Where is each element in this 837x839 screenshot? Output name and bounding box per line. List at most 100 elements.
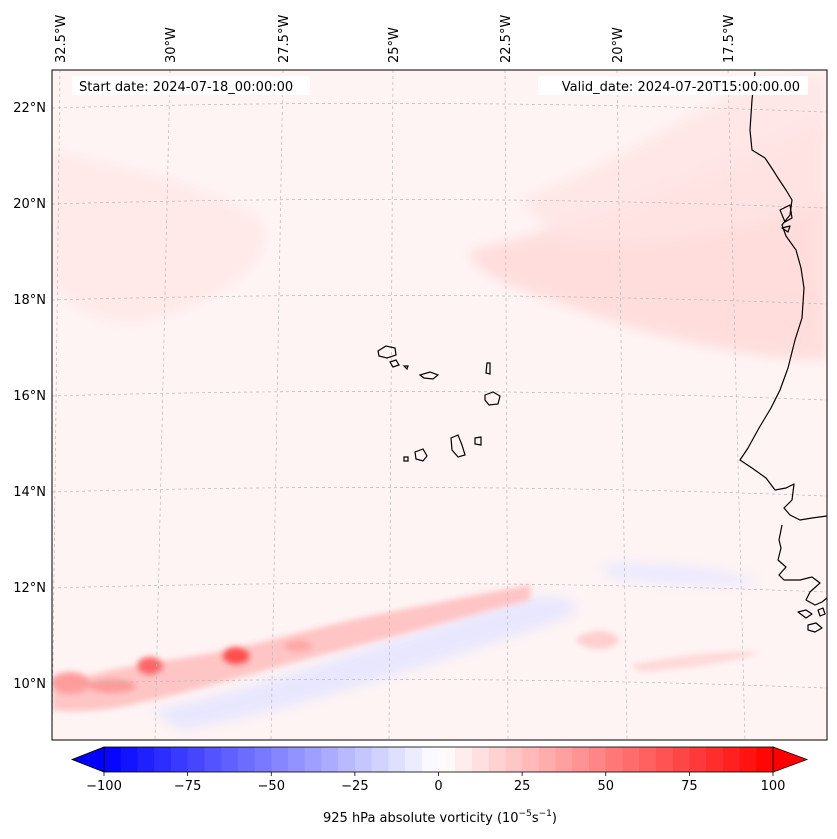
gridline-lon-17-5w — [727, 70, 746, 740]
positive-vorticity-region-west — [52, 150, 264, 322]
colorbar-cell — [204, 747, 222, 772]
africa-coastline-south — [777, 524, 827, 606]
graticule — [52, 70, 827, 740]
colorbar-cell — [471, 747, 490, 772]
colorbar-cell — [706, 747, 724, 772]
lon-label-20w: 20°W — [611, 27, 626, 63]
lat-label-20n: 20°N — [13, 197, 46, 212]
start-date-label: Start date: 2024-07-18_00:00:00 — [79, 80, 293, 95]
colorbar-cell — [221, 747, 239, 772]
colorbar-tick-label: 75 — [681, 779, 698, 794]
colorbar-cell — [689, 747, 707, 772]
colorbar-extend-high — [772, 746, 809, 773]
lat-label-16n: 16°N — [13, 389, 46, 404]
gridline-lat-22n — [52, 102, 827, 113]
lat-label-10n: 10°N — [13, 677, 46, 692]
colorbar-cell — [639, 747, 657, 772]
colorbar-cell — [104, 747, 122, 772]
gridline-lat-20n — [52, 198, 827, 209]
lon-label-32-5w: 32.5°W — [54, 15, 69, 63]
vorticity-max-1 — [52, 672, 90, 694]
gridline-lat-12n — [52, 582, 827, 593]
colorbar-cell — [170, 747, 189, 772]
colorbar-cell — [722, 747, 741, 772]
colorbar-cell — [455, 747, 473, 772]
colorbar-cell — [321, 747, 339, 772]
gridline-lon-20w — [616, 70, 628, 740]
vorticity-field — [52, 75, 827, 730]
colorbar-cell — [505, 747, 523, 772]
colorbar-cell — [388, 747, 406, 772]
colorbar-extend-low — [70, 746, 105, 773]
colorbar-cell — [572, 747, 590, 772]
coastlines — [739, 71, 827, 633]
colorbar: −100 −75 −50 −25 0 25 50 75 100 925 hPa absolute… — [70, 746, 809, 826]
gridline-lon-30w — [154, 70, 171, 740]
colorbar-cell — [354, 747, 373, 772]
colorbar-cell — [187, 747, 205, 772]
gridline-lon-27-5w — [270, 70, 284, 740]
colorbar-tick-label: 100 — [761, 779, 786, 794]
colorbar-cell — [371, 747, 389, 772]
colorbar-tick-label: −25 — [341, 779, 368, 794]
colorbar-cell — [672, 747, 690, 772]
colorbar-cell — [756, 747, 774, 772]
colorbar-cell — [154, 747, 172, 772]
lon-label-27-5w: 27.5°W — [277, 15, 292, 63]
lon-label-17-5w: 17.5°W — [722, 15, 737, 63]
island-santa-luzia — [402, 365, 409, 371]
gridline-lon-25w — [388, 70, 394, 740]
island-maio — [474, 436, 482, 446]
valid-date-box — [538, 76, 808, 95]
colorbar-tick-label: −100 — [86, 779, 122, 794]
island-fogo — [414, 448, 428, 462]
colorbar-cell — [421, 747, 440, 772]
start-date-box — [72, 76, 310, 95]
positive-vorticity-patch-southeast — [575, 631, 620, 649]
gridline-lat-16n — [52, 390, 827, 401]
vorticity-max-2 — [137, 657, 163, 675]
island-santiago — [450, 434, 466, 458]
colorbar-tick-label: 50 — [597, 779, 614, 794]
colorbar-cell — [338, 747, 356, 772]
lon-label-30w: 30°W — [164, 27, 179, 63]
map-frame — [51, 69, 828, 741]
vorticity-max-5 — [284, 640, 312, 652]
colorbar-tick-label: 25 — [514, 779, 531, 794]
colorbar-cell — [538, 747, 557, 772]
map-panel: Start date: 2024-07-18_00:00:00 Valid_da… — [52, 70, 827, 740]
colorbar-cell — [304, 747, 323, 772]
positive-vorticity-region-northeast — [520, 75, 827, 243]
africa-coastline — [739, 71, 827, 521]
colorbar-cell — [655, 747, 674, 772]
lat-label-14n: 14°N — [13, 485, 46, 500]
negative-vorticity-streak-east — [600, 563, 760, 586]
colorbar-cell — [488, 747, 506, 772]
colorbar-cell — [622, 747, 640, 772]
lat-label-12n: 12°N — [13, 581, 46, 596]
colorbar-ticks: −100 −75 −50 −25 0 25 50 75 100 — [86, 772, 785, 794]
vorticity-max-4 — [88, 679, 136, 693]
colorbar-cell — [438, 747, 456, 772]
colorbar-tick-label: 0 — [434, 779, 442, 794]
colorbar-cell — [589, 747, 607, 772]
latitude-labels: 22°N 20°N 18°N 16°N 14°N 12°N 10°N — [13, 101, 46, 692]
colorbar-cell — [120, 747, 139, 772]
gridline-lat-18n — [52, 294, 827, 305]
island-sal — [485, 362, 491, 375]
colorbar-cell — [137, 747, 155, 772]
cabo-verde-islands — [377, 345, 501, 462]
positive-vorticity-streak-southeast — [630, 651, 760, 672]
lat-label-18n: 18°N — [13, 293, 46, 308]
vorticity-max-3 — [222, 647, 250, 665]
colorbar-cell — [739, 747, 757, 772]
lat-label-22n: 22°N — [13, 101, 46, 116]
colorbar-cell — [405, 747, 423, 772]
gridline-lon-22-5w — [504, 70, 509, 740]
longitude-labels: 32.5°W 30°W 27.5°W 25°W 22.5°W 20°W 17.5… — [54, 15, 737, 63]
colorbar-tick-label: −50 — [258, 779, 285, 794]
colorbar-tick-label: −75 — [174, 779, 201, 794]
gridline-lon-32-5w — [52, 70, 61, 740]
colorbar-cell — [237, 747, 256, 772]
